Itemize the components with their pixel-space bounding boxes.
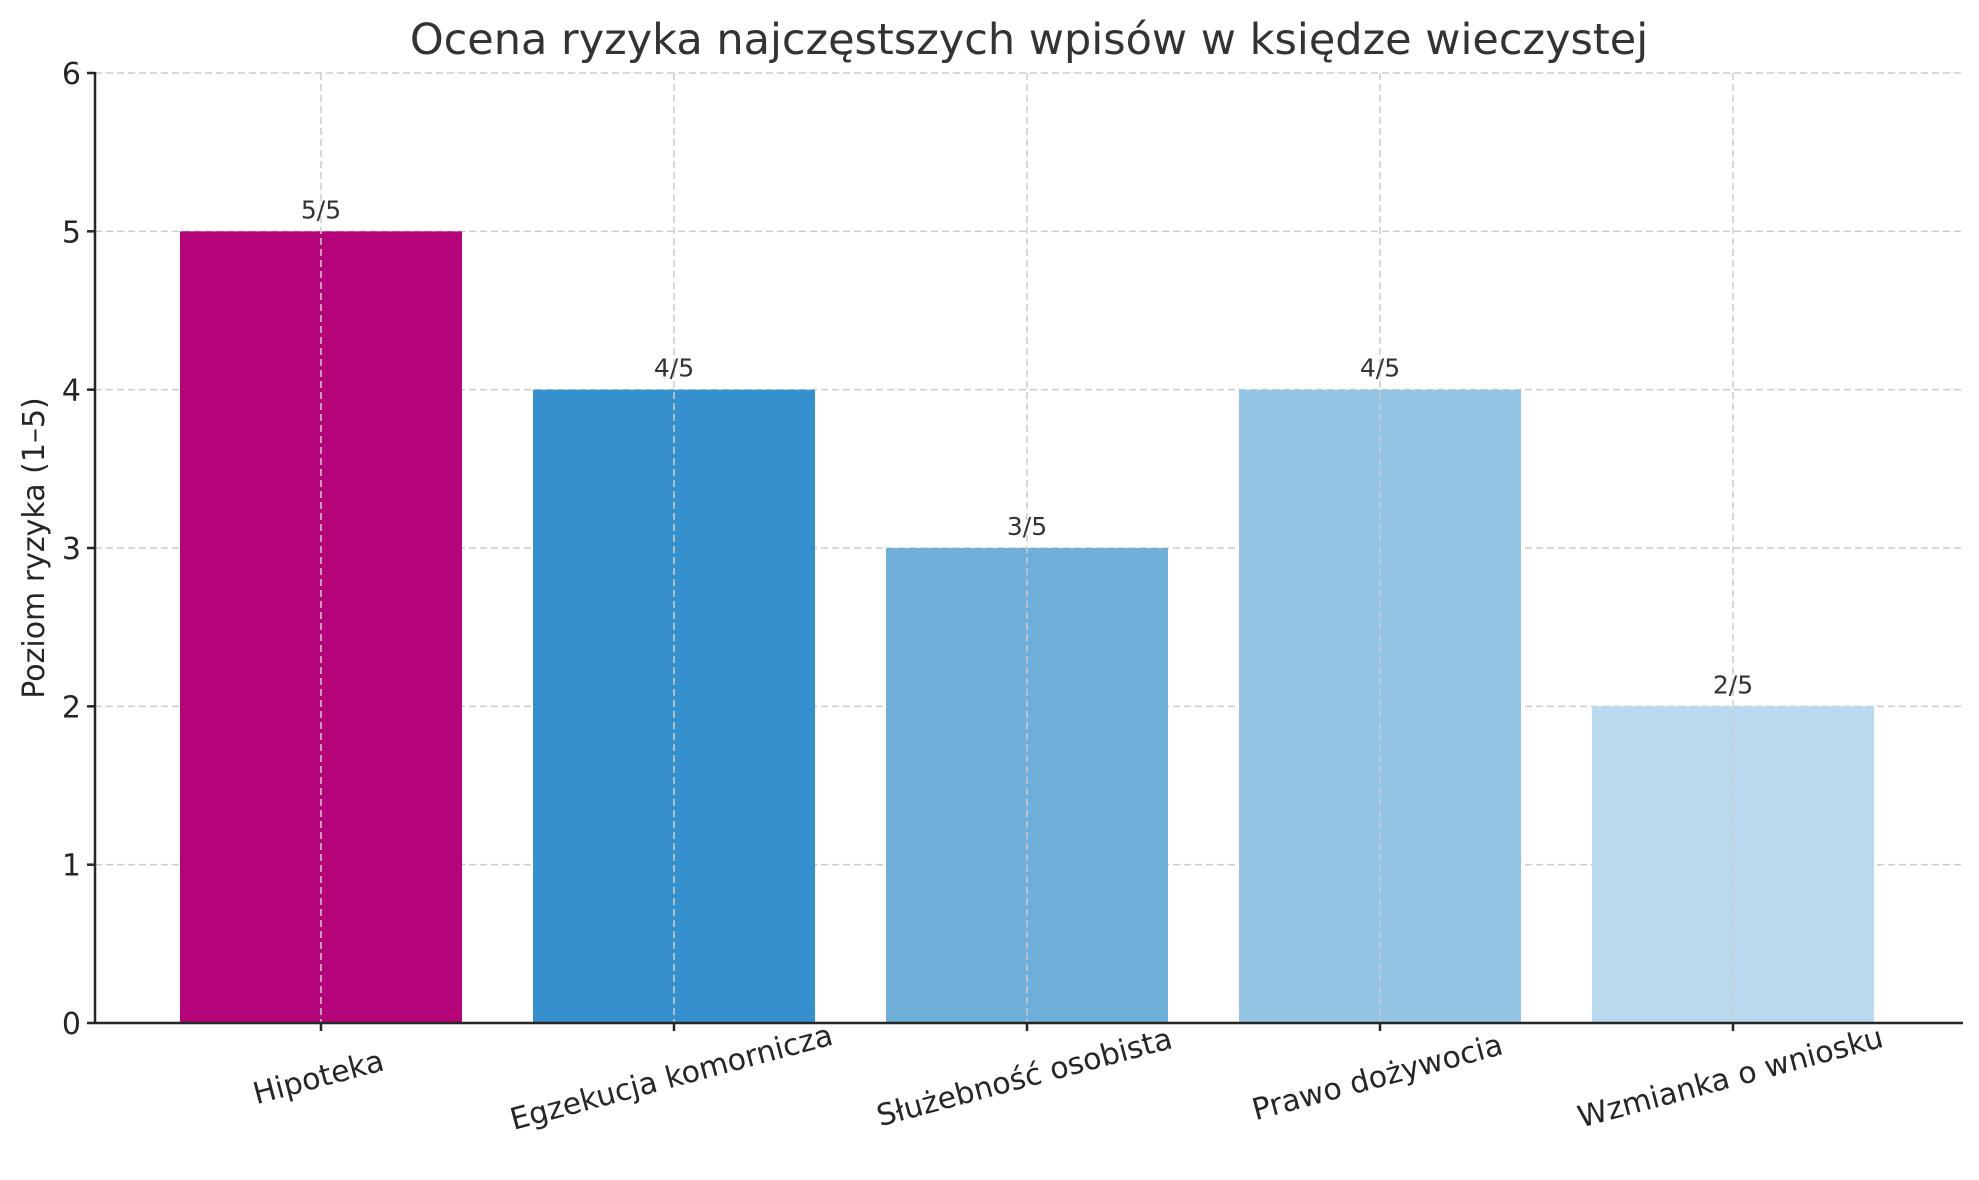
bar-value-label: 4/5 (1360, 354, 1400, 383)
y-tick-label: 6 (62, 57, 81, 92)
y-tick-label: 5 (62, 215, 81, 250)
y-ticks: 0 1 2 3 4 5 6 (62, 57, 95, 1042)
y-axis-label: Poziom ryzyka (1–5) (17, 397, 52, 699)
x-tick-label: Hipoteka (249, 1044, 387, 1112)
y-tick-label: 0 (62, 1007, 81, 1042)
value-labels: 5/5 4/5 3/5 4/5 2/5 (301, 195, 1753, 699)
bar-value-label: 4/5 (654, 354, 694, 383)
bar-value-label: 2/5 (1713, 670, 1753, 699)
x-tick-label: Służebność osobista (873, 1022, 1176, 1135)
x-tick-label: Wzmianka o wniosku (1574, 1020, 1887, 1135)
y-tick-label: 3 (62, 532, 81, 567)
x-tick-label: Prawo dożywocia (1249, 1028, 1507, 1129)
y-tick-label: 1 (62, 849, 81, 884)
y-tick-label: 2 (62, 690, 81, 725)
x-tick-label: Egzekucja komornicza (506, 1018, 836, 1138)
bar-value-label: 5/5 (301, 195, 341, 224)
y-tick-label: 4 (62, 374, 81, 409)
vertical-gridlines (320, 73, 1734, 1023)
x-ticks: Hipoteka Egzekucja komornicza Służebność o… (249, 1018, 1886, 1138)
bar (886, 548, 1168, 1023)
bar-value-label: 3/5 (1007, 512, 1047, 541)
chart-title: Ocena ryzyka najczęstszych wpisów w księ… (410, 15, 1648, 65)
